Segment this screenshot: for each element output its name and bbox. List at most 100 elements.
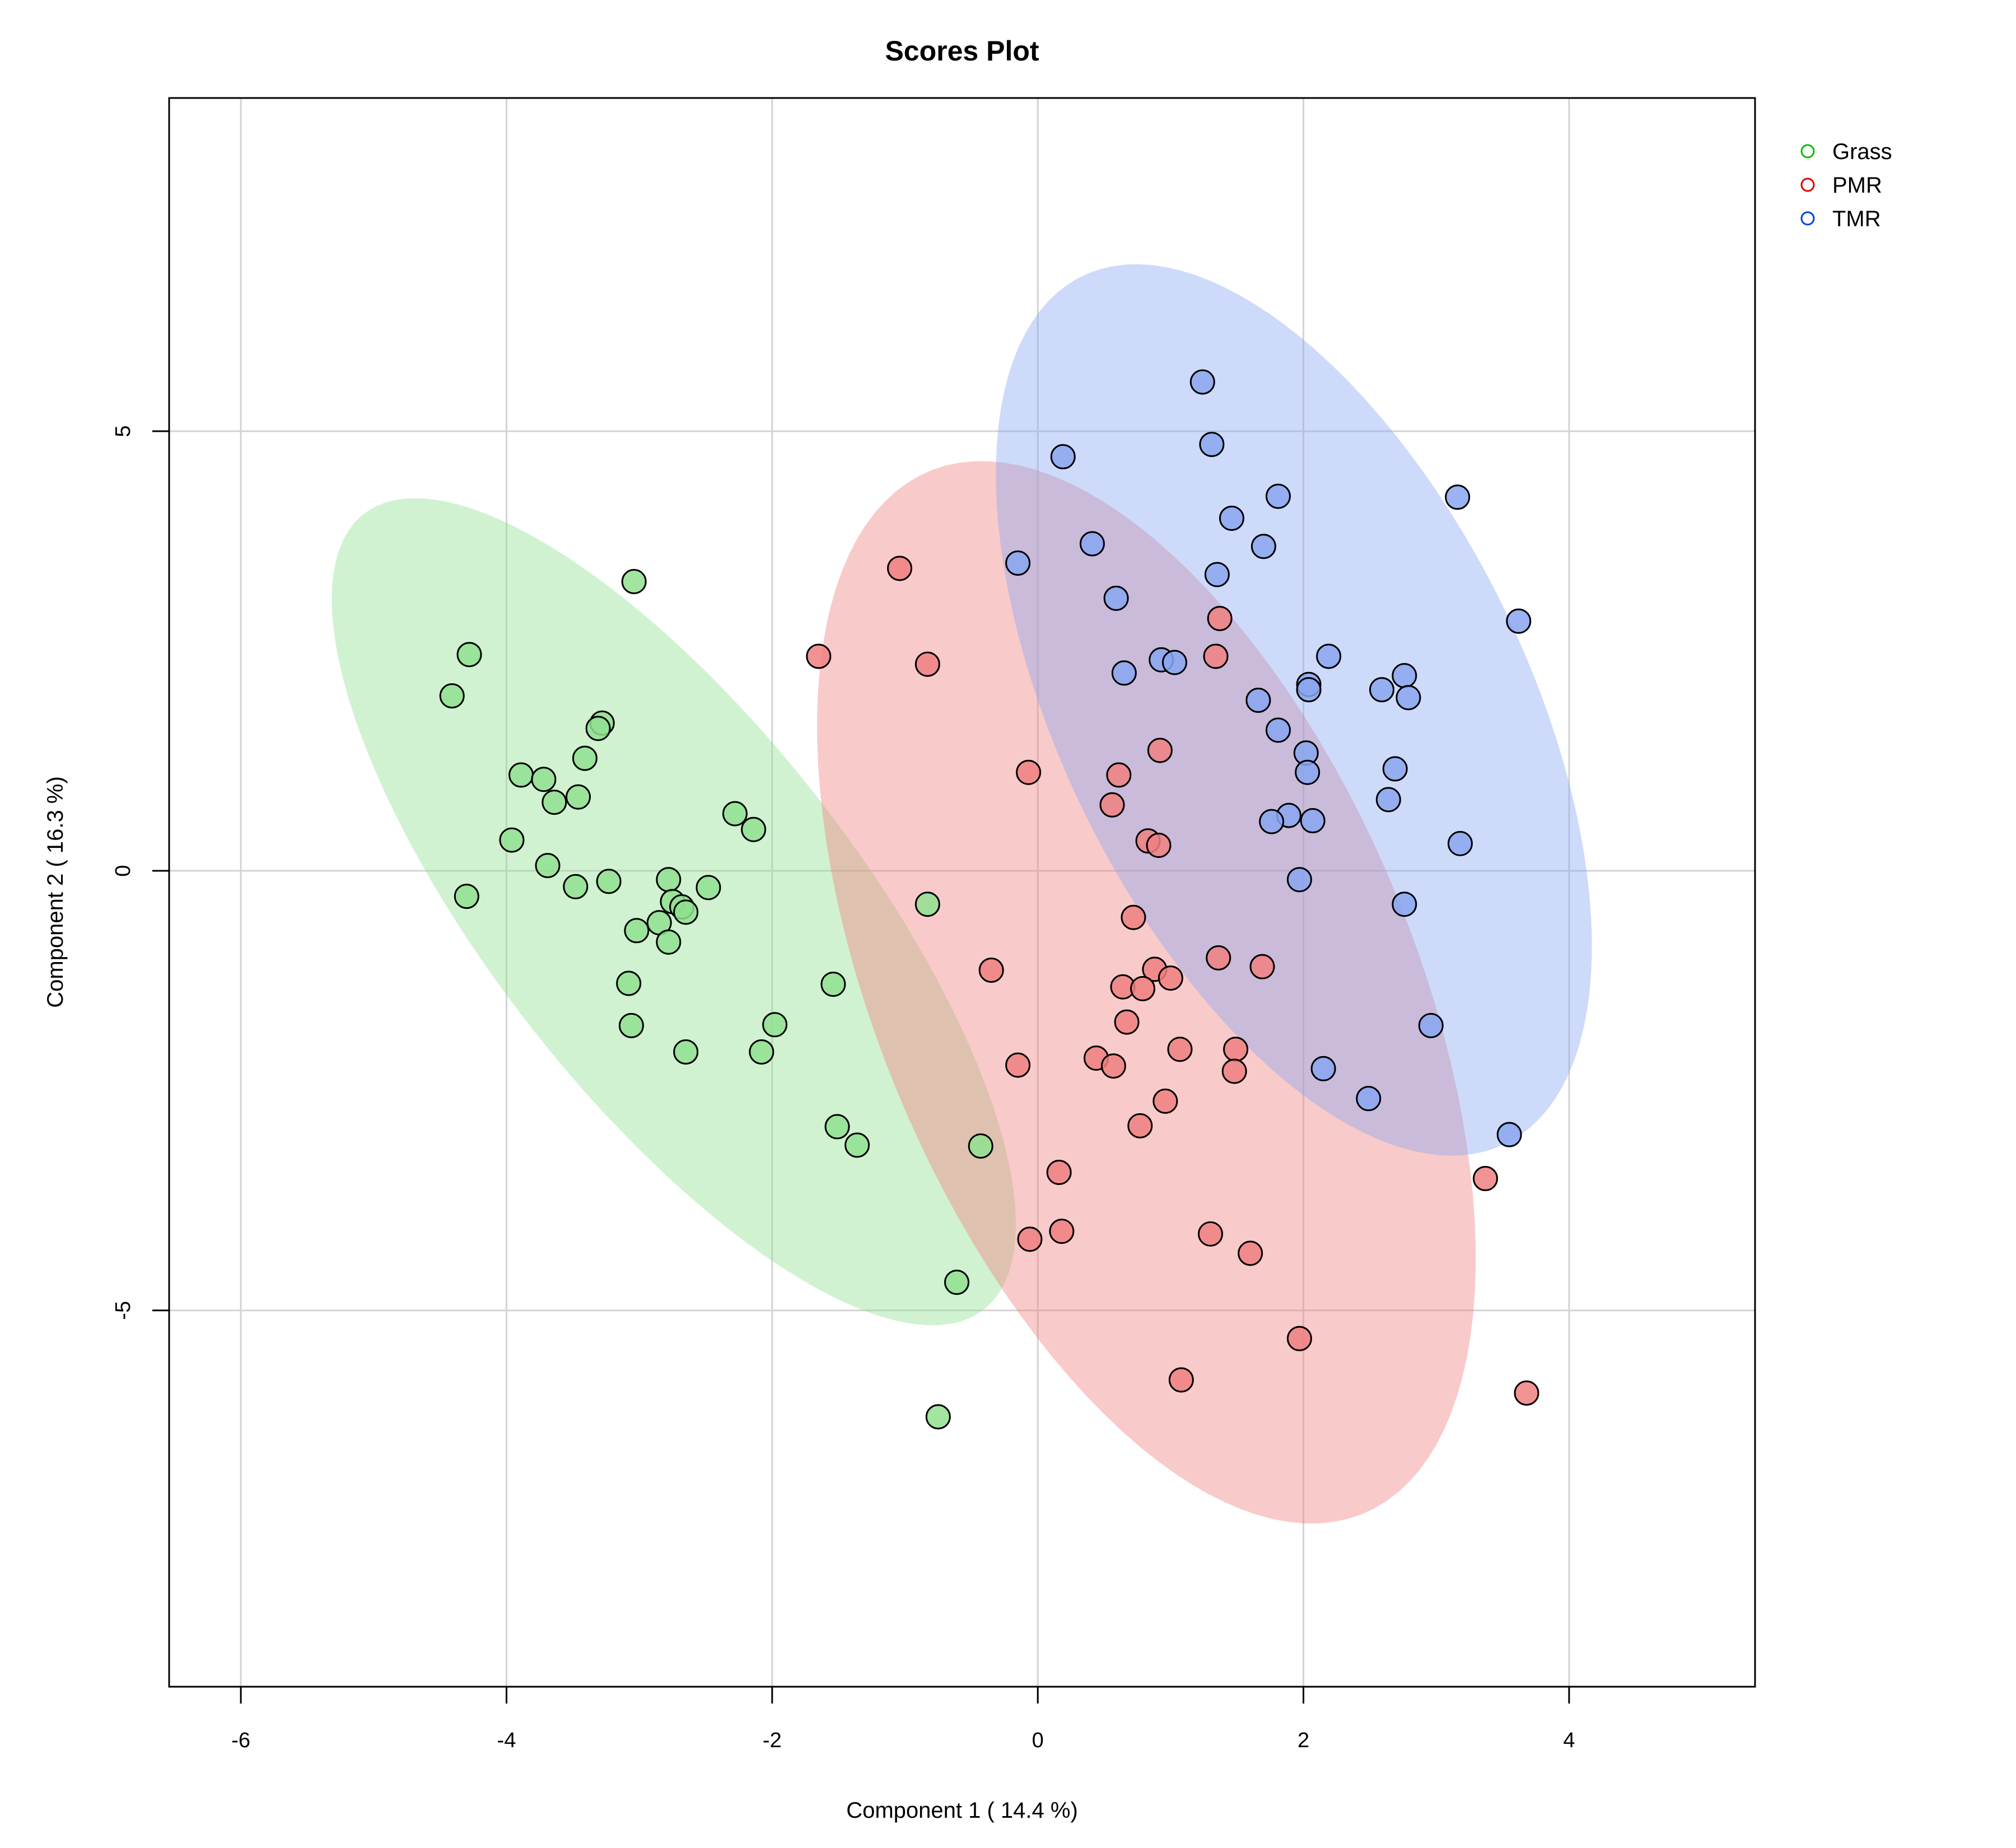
point-tmr <box>1204 562 1230 587</box>
chart-title: Scores Plot <box>885 35 1039 67</box>
point-grass <box>656 929 682 955</box>
point-tmr <box>1310 1056 1336 1081</box>
point-grass <box>572 745 598 771</box>
point-pmr <box>806 643 832 669</box>
legend-label: PMR <box>1832 173 1882 198</box>
point-grass <box>741 816 767 842</box>
point-tmr <box>1375 787 1401 813</box>
point-tmr <box>1111 660 1137 686</box>
point-grass <box>624 918 650 944</box>
point-pmr <box>1286 1326 1312 1351</box>
point-tmr <box>1356 1086 1382 1112</box>
point-pmr <box>1238 1240 1263 1266</box>
point-grass <box>621 569 647 595</box>
point-tmr <box>1266 717 1291 743</box>
x-tick-label: 0 <box>1032 1729 1044 1752</box>
x-tick-label: 2 <box>1298 1729 1309 1752</box>
point-grass <box>439 683 465 709</box>
point-grass <box>531 767 557 792</box>
point-pmr <box>1017 1226 1043 1252</box>
point-tmr <box>1445 484 1471 510</box>
point-grass <box>820 972 846 997</box>
point-grass <box>722 801 748 827</box>
x-tick-label: -2 <box>763 1729 782 1752</box>
point-pmr <box>1167 1037 1193 1062</box>
point-pmr <box>914 651 940 677</box>
point-grass <box>673 1039 699 1065</box>
point-tmr <box>1266 483 1291 509</box>
point-grass <box>618 1012 644 1038</box>
point-pmr <box>1121 904 1146 930</box>
point-pmr <box>1198 1221 1224 1247</box>
x-axis-label: Component 1 ( 14.4 %) <box>846 1798 1078 1823</box>
point-pmr <box>1249 954 1275 979</box>
point-pmr <box>1158 965 1183 991</box>
point-pmr <box>1146 833 1172 858</box>
point-tmr <box>1189 369 1215 395</box>
legend-marker-tmr <box>1800 211 1815 226</box>
legend: Grass PMR TMR <box>1800 139 1892 231</box>
point-grass <box>566 784 591 810</box>
point-tmr <box>1199 432 1225 458</box>
point-tmr <box>1300 808 1326 834</box>
ellipse-tmr <box>996 264 1592 1156</box>
point-pmr <box>1005 1052 1031 1078</box>
point-pmr <box>1114 1009 1140 1035</box>
point-pmr <box>1127 1113 1153 1138</box>
point-tmr <box>1219 505 1244 531</box>
y-tick-label: 0 <box>111 865 135 876</box>
point-grass <box>673 899 699 925</box>
point-pmr <box>1473 1166 1499 1192</box>
point-tmr <box>1447 830 1473 856</box>
point-grass <box>762 1012 788 1038</box>
point-pmr <box>1223 1037 1249 1062</box>
legend-marker-pmr <box>1800 178 1815 192</box>
point-tmr <box>1496 1122 1522 1147</box>
grid <box>169 98 1755 1687</box>
point-pmr <box>1168 1367 1194 1393</box>
point-tmr <box>1259 809 1285 834</box>
point-pmr <box>1046 1160 1072 1186</box>
point-tmr <box>1369 677 1395 703</box>
point-tmr <box>1396 685 1421 711</box>
point-tmr <box>1382 756 1408 782</box>
legend-marker-grass <box>1800 144 1815 158</box>
point-tmr <box>1296 677 1322 703</box>
point-grass <box>656 867 682 893</box>
point-pmr <box>1016 759 1042 785</box>
point-tmr <box>1161 650 1187 675</box>
point-pmr <box>1207 605 1233 631</box>
point-pmr <box>1203 643 1229 669</box>
point-tmr <box>1295 759 1320 785</box>
y-tick-label: -5 <box>111 1301 135 1320</box>
x-tick-label: -6 <box>231 1729 250 1752</box>
legend-label: TMR <box>1832 207 1881 231</box>
point-tmr <box>1050 444 1076 470</box>
point-grass <box>925 1404 951 1430</box>
point-grass <box>563 874 589 899</box>
point-pmr <box>1049 1219 1075 1244</box>
point-pmr <box>1514 1380 1539 1406</box>
point-grass <box>824 1114 850 1140</box>
y-axis-label: Component 2 ( 16.3 %) <box>43 776 68 1008</box>
x-tick-label: 4 <box>1563 1729 1575 1752</box>
point-tmr <box>1245 687 1271 713</box>
point-pmr <box>1099 792 1125 818</box>
point-tmr <box>1250 534 1276 559</box>
point-grass <box>542 790 567 815</box>
point-grass <box>535 853 561 879</box>
point-tmr <box>1103 585 1129 611</box>
point-tmr <box>1005 550 1031 576</box>
point-grass <box>944 1270 970 1295</box>
point-grass <box>508 762 534 788</box>
point-tmr <box>1392 662 1417 688</box>
point-grass <box>499 827 525 853</box>
point-grass <box>696 875 721 900</box>
point-tmr <box>1506 608 1532 634</box>
point-pmr <box>887 556 913 581</box>
point-tmr <box>1392 892 1417 917</box>
plot-frame <box>168 97 1756 1688</box>
point-tmr <box>1079 531 1105 557</box>
point-grass <box>749 1039 774 1065</box>
